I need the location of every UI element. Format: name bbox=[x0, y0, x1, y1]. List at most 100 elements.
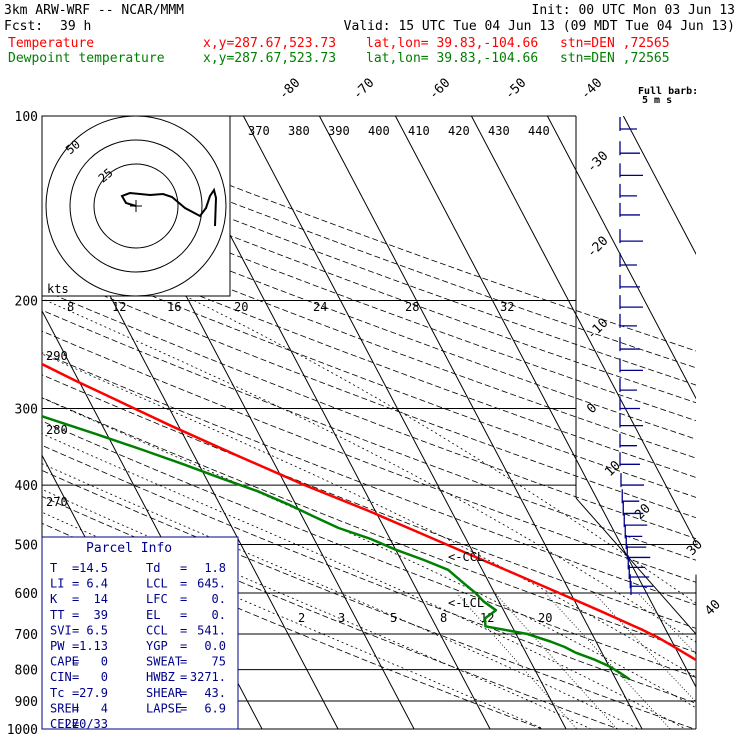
mixing-ratio-label: 8 bbox=[440, 611, 447, 625]
hodograph-ring-outer bbox=[45, 115, 227, 297]
parcel-info-cell: SWEAT bbox=[146, 655, 182, 669]
hodograph-units: kts bbox=[47, 282, 69, 296]
wind-barbs bbox=[619, 116, 654, 596]
temperature-profile bbox=[42, 362, 696, 662]
isotherm-label: -70 bbox=[350, 76, 377, 103]
thermo-grid bbox=[42, 116, 696, 729]
fcst-value: 39 h bbox=[60, 19, 91, 34]
parcel-info-cell: = bbox=[72, 577, 79, 591]
wind-barb bbox=[629, 574, 654, 589]
wind-barb bbox=[624, 524, 643, 539]
parcel-info-cell: LAPSE bbox=[146, 701, 182, 715]
parcel-info-cell: = bbox=[72, 670, 79, 684]
hodo-speed-label: 32 bbox=[500, 300, 514, 314]
parcel-info-cell: = bbox=[72, 623, 79, 637]
parcel-info-cell: HWBZ bbox=[146, 670, 175, 684]
dry-adiabat-line bbox=[42, 269, 696, 519]
theta-label: 380 bbox=[288, 124, 310, 138]
theta-label: 440 bbox=[528, 124, 550, 138]
isotherm-line bbox=[242, 116, 567, 729]
dry-adiabat-line bbox=[42, 160, 696, 404]
wind-barb bbox=[619, 163, 643, 178]
ccl-marker: <-CCL bbox=[448, 550, 484, 564]
parcel-info-cell: 0 bbox=[101, 670, 108, 684]
dry-adiabat-line bbox=[42, 309, 696, 561]
theta-label-left: 290 bbox=[46, 349, 68, 363]
mixing-ratio-label: 3 bbox=[338, 611, 345, 625]
barb-legend-title: Full barb: bbox=[638, 86, 698, 97]
parcel-info-cell: 14 bbox=[94, 592, 108, 606]
parcel-info-cell: 3271. bbox=[190, 670, 226, 684]
theta-label-left: 270 bbox=[46, 495, 68, 509]
isotherm-label: 0 bbox=[584, 401, 600, 417]
parcel-info-cell: CIN bbox=[50, 670, 72, 684]
parcel-info-cell: = bbox=[180, 639, 187, 653]
parcel-info-cell: = bbox=[180, 608, 187, 622]
parcel-info-cell: Td bbox=[146, 561, 160, 575]
mixing-ratio-label: 2 bbox=[298, 611, 305, 625]
parcel-info-cell: = bbox=[180, 655, 187, 669]
pressure-tick-label: 900 bbox=[15, 695, 38, 710]
profiles bbox=[42, 362, 696, 681]
wind-barb bbox=[619, 452, 640, 467]
hodograph: 50 25 kts bbox=[41, 115, 231, 297]
isotherm-line bbox=[318, 116, 643, 729]
wind-barb bbox=[619, 378, 637, 393]
isotherm-label: -40 bbox=[578, 76, 605, 103]
parcel-info-cell: 0.0 bbox=[204, 639, 226, 653]
dry-adiabat-line bbox=[42, 352, 696, 606]
legend: Temperature x,y=287.67,523.73 lat,lon= 3… bbox=[8, 36, 670, 66]
parcel-info-cell: = bbox=[72, 717, 79, 731]
parcel-info-cell: = bbox=[72, 561, 79, 575]
isotherm-label: 40 bbox=[702, 597, 724, 619]
pressure-tick-label: 300 bbox=[15, 402, 38, 417]
parcel-info-cell: 6.4 bbox=[86, 577, 108, 591]
isotherm-label: -80 bbox=[276, 76, 303, 103]
parcel-info-cell: CAPE bbox=[50, 655, 79, 669]
hodo-speed-label: 12 bbox=[112, 300, 126, 314]
parcel-info-cell: 0. bbox=[212, 592, 226, 606]
model-title: 3km ARW-WRF -- NCAR/MMM bbox=[4, 3, 184, 18]
wind-barb bbox=[619, 229, 643, 244]
parcel-info-cell: = bbox=[180, 686, 187, 700]
mixing-ratio-line bbox=[544, 592, 671, 729]
parcel-info-cell: 1.8 bbox=[204, 561, 226, 575]
parcel-info-cell: LCL bbox=[146, 577, 168, 591]
parcel-info-cell: SVI bbox=[50, 623, 72, 637]
theta-label: 410 bbox=[408, 124, 430, 138]
parcel-info-cell: PW bbox=[50, 639, 65, 653]
pressure-tick-label: 600 bbox=[15, 587, 38, 602]
wind-barb bbox=[619, 413, 643, 428]
theta-label-left: 280 bbox=[46, 423, 68, 437]
theta-label: 430 bbox=[488, 124, 510, 138]
parcel-info-cell: 14.5 bbox=[79, 561, 108, 575]
parcel-info-title: Parcel Info bbox=[86, 541, 172, 556]
dry-adiabat-line bbox=[42, 250, 696, 498]
lcl-marker: <-LCL bbox=[448, 596, 484, 610]
hodo-speed-label: 24 bbox=[313, 300, 327, 314]
parcel-info-cell: T bbox=[50, 561, 57, 575]
theta-label: 420 bbox=[448, 124, 470, 138]
parcel-info-cell: 0. bbox=[212, 608, 226, 622]
isotherm-label: 30 bbox=[684, 537, 706, 559]
theta-label: 390 bbox=[328, 124, 350, 138]
wind-barb bbox=[619, 295, 643, 310]
theta-label: 370 bbox=[248, 124, 270, 138]
parcel-info-cell: = bbox=[72, 655, 79, 669]
pressure-tick-label: 400 bbox=[15, 479, 38, 494]
parcel-info-cell: = bbox=[72, 608, 79, 622]
parcel-info-panel: Parcel Info T = 14.5 Td = 1.8LI = 6.4 LCL = 645.K =… bbox=[41, 536, 239, 731]
header: 3km ARW-WRF -- NCAR/MMM Init: 00 UTC Mon… bbox=[4, 3, 735, 34]
wind-barb bbox=[619, 396, 640, 411]
parcel-info-cell: 4 bbox=[101, 701, 108, 715]
hodograph-ring-middle bbox=[69, 139, 203, 273]
wind-barb bbox=[625, 535, 647, 550]
parcel-info-cell: = bbox=[72, 701, 79, 715]
dry-adiabat-line bbox=[42, 177, 696, 422]
parcel-info-cell: SREH bbox=[50, 701, 79, 715]
wind-barb bbox=[619, 183, 637, 198]
parcel-info-cell: Tc bbox=[50, 686, 64, 700]
legend-temperature-label: Temperature bbox=[8, 36, 94, 51]
right-axis-line-lower bbox=[575, 497, 697, 729]
